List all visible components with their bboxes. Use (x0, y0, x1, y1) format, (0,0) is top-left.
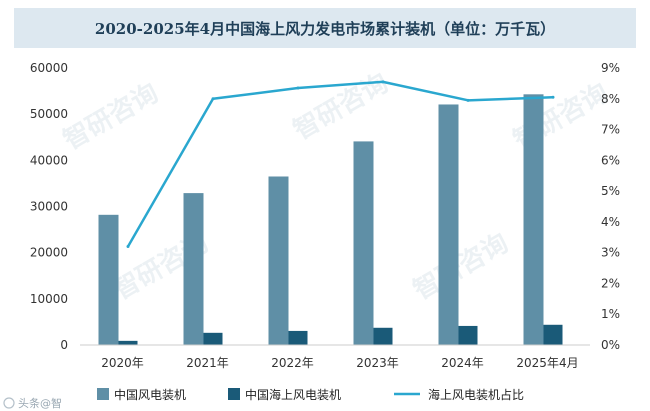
legend-label-offshore: 中国海上风电装机 (245, 387, 341, 402)
x-axis: 2020年 2021年 2022年 2023年 2024年 2025年4月 (101, 356, 578, 370)
legend-swatch-offshore (228, 388, 240, 400)
footer-logo-icon (3, 397, 15, 409)
legend-label-share: 海上风电装机占比 (428, 387, 524, 402)
y-right-tick-label: 2% (601, 276, 620, 290)
share-line-point (381, 80, 385, 84)
share-line-point (296, 86, 300, 90)
bar-offshore-wind (458, 325, 478, 345)
bar-offshore-wind (203, 332, 223, 345)
y-right-tick-label: 6% (601, 153, 620, 167)
y-left-tick-label: 10000 (30, 292, 68, 306)
x-tick-label: 2021年 (186, 356, 229, 370)
watermark-text: 智研咨询 (288, 67, 394, 146)
bar-total-wind (523, 94, 544, 345)
bar-series-layer (98, 94, 563, 345)
bar-total-wind (353, 141, 374, 345)
y-left-tick-label: 60000 (30, 61, 68, 75)
x-tick-label: 2024年 (441, 356, 484, 370)
bar-total-wind (268, 176, 289, 345)
y-right-tick-label: 1% (601, 307, 620, 321)
x-tick-label: 2022年 (271, 356, 314, 370)
right-axis: 0% 1% 2% 3% 4% 5% 6% 7% 8% 9% (601, 61, 620, 352)
y-right-tick-label: 4% (601, 215, 620, 229)
y-left-tick-label: 20000 (30, 246, 68, 260)
share-line-layer (126, 80, 555, 249)
share-line-point (211, 97, 215, 101)
x-tick-label: 2020年 (101, 356, 144, 370)
y-right-tick-label: 0% (601, 338, 620, 352)
bar-total-wind (98, 214, 119, 345)
legend: 中国风电装机 中国海上风电装机 海上风电装机占比 (97, 387, 524, 402)
y-left-tick-label: 50000 (30, 107, 68, 121)
share-line-point (551, 95, 555, 99)
bar-offshore-wind (543, 324, 563, 345)
share-line-point (126, 245, 130, 249)
legend-swatch-total (97, 388, 109, 400)
legend-label-total: 中国风电装机 (114, 387, 186, 402)
y-left-tick-label: 0 (60, 338, 68, 352)
y-right-tick-label: 7% (601, 123, 620, 137)
bar-total-wind (438, 104, 459, 345)
y-right-tick-label: 3% (601, 246, 620, 260)
chart-title: 2020-2025年4月中国海上风力发电市场累计装机（单位：万千瓦） (95, 20, 555, 38)
share-line-point (466, 98, 470, 102)
bar-offshore-wind (288, 330, 308, 345)
left-axis: 0 10000 20000 30000 40000 50000 60000 (30, 61, 68, 352)
y-right-tick-label: 5% (601, 184, 620, 198)
footer-logo-text: 头条@智 (18, 396, 62, 410)
y-right-tick-label: 9% (601, 61, 620, 75)
footer-logo: 头条@智 (3, 396, 62, 410)
watermark-text: 智研咨询 (408, 227, 514, 306)
bar-total-wind (183, 193, 204, 345)
y-left-tick-label: 40000 (30, 153, 68, 167)
x-tick-label: 2025年4月 (516, 356, 578, 370)
share-line-path (126, 80, 554, 248)
bar-offshore-wind (118, 340, 138, 345)
x-tick-label: 2023年 (356, 356, 399, 370)
y-left-tick-label: 30000 (30, 200, 68, 214)
title-banner (14, 8, 636, 48)
watermark-text: 智研咨询 (58, 77, 164, 156)
y-right-tick-label: 8% (601, 92, 620, 106)
bar-offshore-wind (373, 327, 393, 345)
